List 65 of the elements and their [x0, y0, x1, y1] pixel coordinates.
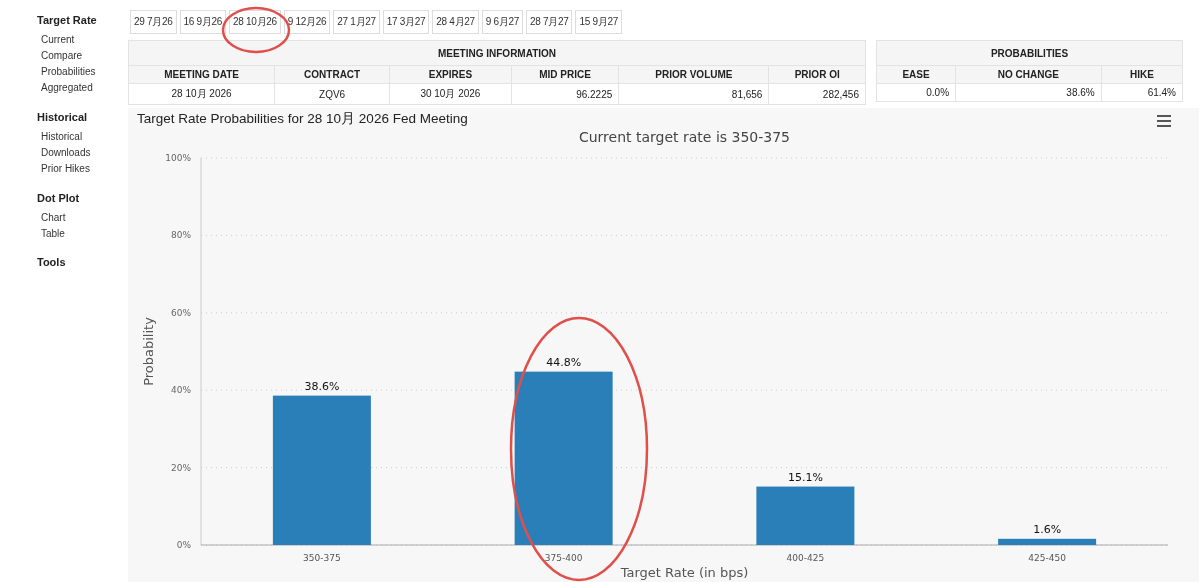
- y-tick-label: 100%: [165, 153, 192, 163]
- bar: [272, 395, 371, 545]
- text: 38.6%: [955, 83, 1102, 102]
- text: PROBABILITIES: [876, 40, 1183, 66]
- text: 16 9月26: [179, 10, 226, 34]
- text: 81,656: [618, 83, 769, 105]
- text: 0.0%: [876, 83, 956, 102]
- text: 96.2225: [511, 83, 619, 105]
- y-axis-title: Probability: [141, 316, 156, 386]
- data-label: 15.1%: [787, 470, 823, 484]
- data-label: 38.6%: [304, 379, 340, 393]
- x-tick-label: 350-375: [303, 553, 341, 563]
- bar: [998, 538, 1097, 545]
- bar: [514, 371, 613, 545]
- y-tick-label: 40%: [170, 385, 192, 396]
- text: Historical: [37, 111, 89, 123]
- text: Probabilities: [40, 65, 97, 79]
- text: Chart: [40, 211, 67, 225]
- text: 15 9月27: [575, 10, 622, 34]
- data-label: 44.8%: [546, 355, 582, 369]
- text: 28 7月27: [525, 10, 573, 34]
- text: Target Rate: [37, 14, 98, 26]
- text: Downloads: [40, 146, 92, 160]
- text: 29 7月26: [130, 10, 177, 34]
- y-tick-label: 20%: [170, 462, 192, 473]
- category-label: EXPIRES: [389, 65, 512, 84]
- text: Table: [40, 227, 66, 241]
- chart-subtitle: Current target rate is 350-375: [578, 129, 791, 145]
- text: 30 10月 2026: [389, 83, 512, 105]
- x-axis-title: Target Rate (in bps): [619, 565, 749, 580]
- category-label: PRIOR VOLUME: [618, 65, 769, 84]
- category-label: MID PRICE: [511, 65, 619, 84]
- y-tick-label: 80%: [170, 230, 192, 241]
- y-tick-label: 0%: [176, 540, 192, 550]
- text: 9 12月26: [283, 10, 331, 34]
- text: Aggregated: [40, 81, 94, 95]
- category-label: CONTRACT: [274, 65, 390, 84]
- text: Compare: [40, 49, 84, 63]
- data-label: 1.6%: [1033, 522, 1062, 536]
- text: 61.4%: [1101, 83, 1183, 102]
- category-label: PRIOR OI: [768, 65, 866, 84]
- text: Dot Plot: [37, 192, 80, 204]
- text: 28 4月27: [432, 10, 479, 34]
- category-label: NO CHANGE: [955, 65, 1102, 84]
- text: 282,456: [768, 83, 866, 105]
- chart-title: Target Rate Probabilities for 28 10月 2026 Fed Meeting: [137, 111, 468, 126]
- text: 17 3月27: [382, 10, 430, 34]
- category-label: MEETING DATE: [128, 65, 275, 84]
- x-tick-label: 375-400: [544, 553, 583, 563]
- y-tick-label: 60%: [170, 307, 192, 318]
- text: MEETING INFORMATION: [128, 40, 866, 66]
- text: ZQV6: [274, 83, 390, 105]
- x-tick-label: 400-425: [786, 553, 825, 563]
- text: 28 10月 2026: [128, 83, 275, 105]
- category-label: HIKE: [1101, 65, 1183, 84]
- text: Prior Hikes: [40, 162, 91, 176]
- text: 28 10月26: [229, 10, 281, 34]
- text: 9 6月27: [481, 10, 523, 34]
- bar: [756, 486, 855, 545]
- text: Current: [40, 33, 76, 47]
- text: Tools: [37, 256, 66, 268]
- x-tick-label: 425-450: [1028, 553, 1067, 563]
- text: Historical: [40, 130, 84, 144]
- category-label: EASE: [876, 65, 956, 84]
- text: 27 1月27: [333, 10, 380, 34]
